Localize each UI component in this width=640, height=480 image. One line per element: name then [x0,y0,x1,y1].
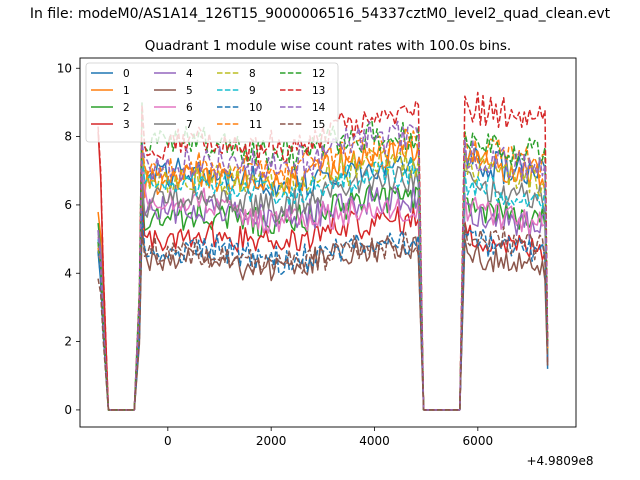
legend-label-5: 5 [186,85,193,97]
legend-label-12: 12 [312,68,325,80]
series-line-15 [97,222,549,411]
legend-label-14: 14 [312,102,326,114]
y-tick-label: 10 [57,61,72,75]
series-line-14 [97,120,549,411]
y-tick-label: 8 [64,130,72,144]
legend-label-11: 11 [249,119,262,131]
legend-label-3: 3 [123,119,130,131]
series-line-2 [97,184,549,411]
legend-label-8: 8 [249,68,256,80]
legend-label-9: 9 [249,85,256,97]
x-offset-label: +4.9809e8 [526,454,593,468]
legend-label-15: 15 [312,119,325,131]
series-line-7 [97,165,549,411]
y-tick-label: 0 [64,403,72,417]
legend-label-4: 4 [186,68,193,80]
figure-suptitle: In file: modeM0/AS1A14_126T15_9000006516… [30,6,611,22]
x-tick-label: 2000 [256,434,287,448]
x-tick-label: 4000 [359,434,390,448]
chart-title: Quadrant 1 module wise count rates with … [145,38,511,54]
legend-label-13: 13 [312,85,325,97]
legend-label-2: 2 [123,102,130,114]
y-tick-label: 6 [64,198,72,212]
plot-frame [79,57,577,428]
series-line-6 [97,160,549,411]
y-tick-label: 4 [64,266,72,280]
legend-label-6: 6 [186,102,193,114]
legend-label-7: 7 [186,119,193,131]
series-line-4 [97,171,549,411]
x-tick-label: 6000 [463,434,494,448]
series-line-1 [97,140,549,411]
y-tick-label: 2 [64,335,72,349]
series-layer [97,91,549,411]
x-tick-label: 0 [164,434,172,448]
series-line-0 [97,141,549,411]
series-line-9 [97,155,549,411]
series-line-11 [97,127,549,411]
legend-label-1: 1 [123,85,130,97]
series-line-10 [97,210,549,411]
legend-label-0: 0 [123,68,130,80]
legend-box [85,62,339,143]
legend-label-10: 10 [249,102,262,114]
